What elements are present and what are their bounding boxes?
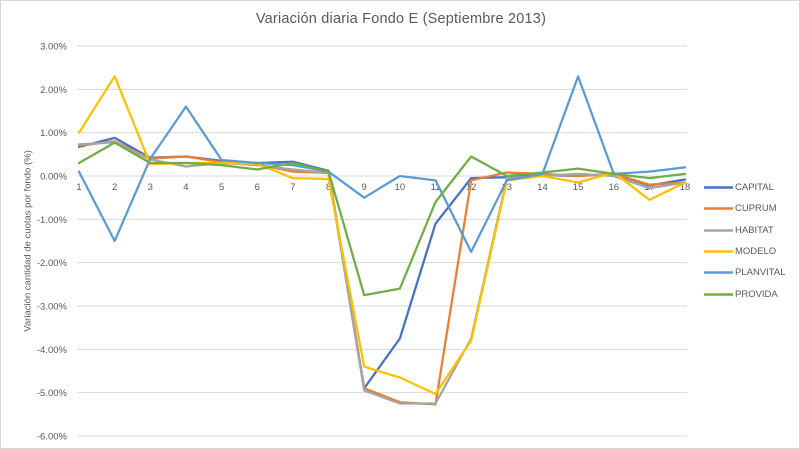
legend-item-habitat: HABITAT	[703, 220, 786, 241]
y-tick-label: -6.00%	[37, 431, 68, 442]
legend-item-cuprum: CUPRUM	[703, 198, 786, 219]
legend-item-provida: PROVIDA	[703, 283, 786, 304]
x-tick-label: 13	[502, 182, 513, 193]
legend-label: CAPITAL	[735, 182, 774, 194]
x-tick-label: 16	[608, 182, 619, 193]
x-tick-label: 6	[255, 182, 260, 193]
x-tick-label: 15	[573, 182, 584, 193]
legend-line-swatch	[704, 250, 733, 253]
x-tick-label: 4	[183, 182, 188, 193]
x-tick-label: 1	[76, 182, 81, 193]
legend-line-swatch	[704, 228, 733, 232]
x-tick-label: 11	[431, 182, 441, 193]
y-tick-label: 2.00%	[40, 85, 67, 96]
y-tick-label: -5.00%	[37, 388, 68, 399]
legend-line-swatch	[704, 292, 733, 296]
x-tick-label: 10	[395, 182, 406, 193]
legend-label: HABITAT	[735, 224, 774, 236]
x-tick-label: 5	[219, 182, 224, 193]
legend-label: CUPRUM	[735, 203, 777, 215]
x-tick-label: 14	[537, 182, 548, 193]
legend: CAPITAL CUPRUM HABITAT MODELO PLANVITAL …	[703, 177, 786, 305]
y-tick-label: -2.00%	[37, 258, 68, 269]
x-tick-label: 7	[290, 182, 295, 193]
chart-title: Variación diaria Fondo E (Septiembre 201…	[255, 11, 547, 27]
legend-item-planvital: PLANVITAL	[703, 262, 786, 283]
y-tick-label: -1.00%	[37, 215, 68, 226]
legend-line-swatch	[704, 207, 733, 211]
x-tick-label: 18	[680, 182, 691, 193]
legend-item-modelo: MODELO	[703, 241, 786, 262]
legend-line-swatch	[704, 186, 733, 189]
legend-line-swatch	[704, 271, 733, 275]
y-tick-label: 0.00%	[40, 172, 67, 183]
legend-label: PROVIDA	[735, 288, 778, 300]
x-tick-label: 9	[362, 182, 367, 193]
legend-item-capital: CAPITAL	[703, 177, 786, 198]
series-line-planvital	[77, 75, 687, 253]
series-line-habitat	[77, 141, 687, 405]
y-tick-label: 1.00%	[40, 128, 67, 139]
y-tick-label: 3.00%	[40, 42, 67, 53]
series-line-modelo	[77, 75, 687, 396]
x-tick-label: 12	[466, 182, 477, 193]
series-line-provida	[77, 141, 687, 297]
legend-label: PLANVITAL	[735, 267, 786, 279]
series-line-cuprum	[77, 140, 687, 406]
x-tick-label: 3	[148, 182, 153, 193]
x-tick-label: 2	[112, 182, 117, 193]
y-tick-label: -3.00%	[37, 301, 68, 312]
y-tick-label: -4.00%	[37, 345, 68, 356]
legend-label: MODELO	[735, 246, 777, 258]
x-tick-label: 8	[326, 182, 331, 193]
